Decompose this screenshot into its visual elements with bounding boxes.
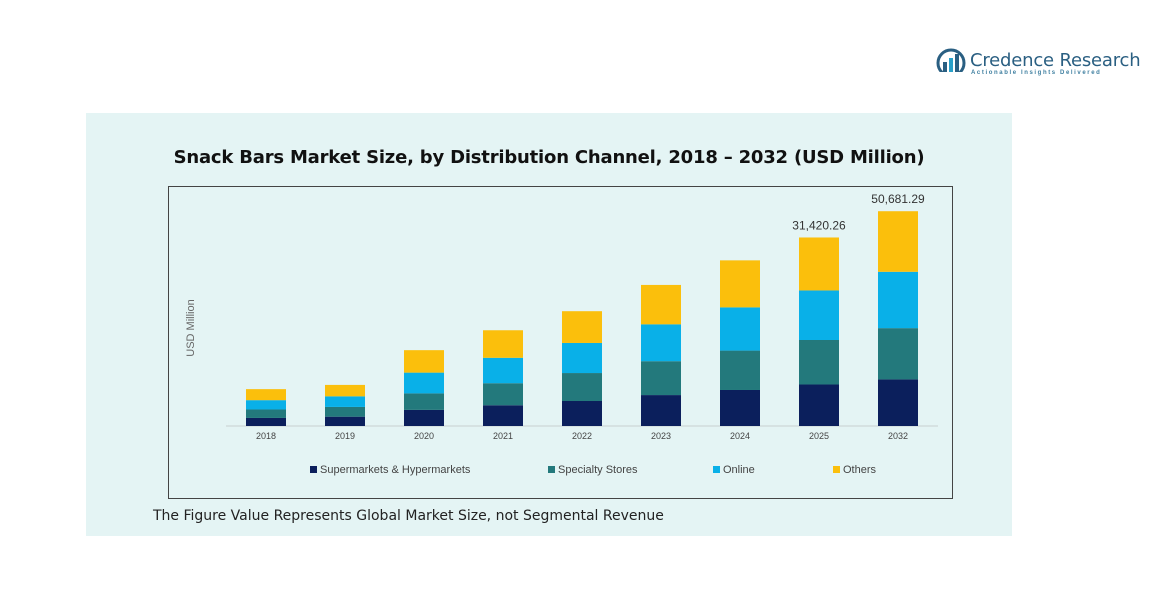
bar-2022-series-0	[562, 401, 602, 426]
x-tick-label: 2032	[888, 431, 908, 441]
x-tick-label: 2023	[651, 431, 671, 441]
x-tick-label: 2018	[256, 431, 276, 441]
x-tick-label: 2022	[572, 431, 592, 441]
logo-tagline: Actionable Insights Delivered	[971, 70, 1102, 76]
bar-2023-series-0	[641, 395, 681, 426]
x-tick-label: 2021	[493, 431, 513, 441]
legend-label: Specialty Stores	[558, 464, 638, 476]
bar-2018-series-0	[246, 417, 286, 426]
chart-panel: Snack Bars Market Size, by Distribution …	[86, 113, 1012, 536]
bar-2022-series-2	[562, 342, 602, 374]
legend-label: Others	[843, 464, 877, 476]
bar-2024-series-3	[720, 260, 760, 308]
bar-2032-series-2	[878, 271, 918, 329]
legend-label: Online	[723, 464, 755, 476]
bar-2024-series-1	[720, 350, 760, 390]
bar-2023-series-3	[641, 284, 681, 325]
bar-2020-series-1	[404, 393, 444, 410]
data-label: 31,420.26	[792, 218, 846, 232]
bar-2021-series-3	[483, 330, 523, 358]
bar-2020-series-3	[404, 350, 444, 373]
bar-2020-series-0	[404, 409, 444, 426]
x-tick-label: 2019	[335, 431, 355, 441]
chart-title: Snack Bars Market Size, by Distribution …	[173, 147, 925, 168]
bar-2019-series-2	[325, 396, 365, 407]
bar-2025-series-0	[799, 384, 839, 426]
bar-2032-series-0	[878, 379, 918, 426]
bar-2018-series-2	[246, 400, 286, 410]
x-tick-label: 2024	[730, 431, 750, 441]
bar-2032-series-1	[878, 328, 918, 380]
bar-2020-series-2	[404, 372, 444, 394]
y-axis-label: USD Million	[185, 299, 197, 356]
bar-2023-series-2	[641, 324, 681, 362]
x-tick-label: 2020	[414, 431, 434, 441]
bar-2032-series-3	[878, 211, 918, 272]
bar-2019-series-0	[325, 416, 365, 426]
logo-name: Credence Research	[970, 50, 1141, 71]
bar-2022-series-3	[562, 311, 602, 343]
x-tick-label: 2025	[809, 431, 829, 441]
bar-2021-series-1	[483, 383, 523, 406]
bar-2018-series-1	[246, 409, 286, 418]
logo-chart-icon	[936, 48, 966, 78]
legend-swatch	[713, 466, 720, 473]
bar-2018-series-3	[246, 389, 286, 401]
chart-frame	[168, 186, 953, 499]
bar-2024-series-2	[720, 307, 760, 351]
legend-swatch	[548, 466, 555, 473]
bar-2021-series-0	[483, 405, 523, 426]
bar-2025-series-3	[799, 237, 839, 291]
legend-label: Supermarkets & Hypermarkets	[320, 464, 471, 476]
bar-2019-series-1	[325, 406, 365, 417]
legend-swatch	[310, 466, 317, 473]
bar-2025-series-1	[799, 340, 839, 385]
bar-2022-series-1	[562, 373, 602, 402]
bar-2021-series-2	[483, 357, 523, 384]
footnote: The Figure Value Represents Global Marke…	[153, 508, 664, 524]
stacked-bar-chart: USD Million 2018 2019 2020 2021 2022 2023 2024 2…	[185, 192, 938, 476]
brand-logo: Credence Research Actionable Insights De…	[936, 46, 1141, 86]
bar-2023-series-1	[641, 361, 681, 396]
bar-2019-series-3	[325, 384, 365, 397]
bar-2025-series-2	[799, 290, 839, 341]
bar-2024-series-0	[720, 389, 760, 426]
legend-swatch	[833, 466, 840, 473]
data-label: 50,681.29	[871, 192, 925, 206]
